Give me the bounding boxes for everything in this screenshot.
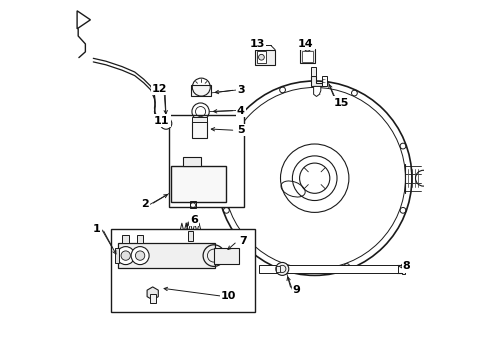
Bar: [188, 231, 192, 241]
Text: 9: 9: [292, 285, 300, 295]
Bar: [258, 265, 397, 273]
Bar: [276, 266, 279, 272]
Bar: [300, 49, 314, 63]
Polygon shape: [77, 11, 90, 29]
Bar: [168, 115, 244, 207]
Bar: [149, 294, 155, 303]
Circle shape: [275, 262, 288, 275]
Bar: [213, 248, 239, 264]
Bar: [301, 51, 313, 62]
Bar: [122, 235, 128, 243]
Bar: [191, 117, 207, 122]
Bar: [118, 243, 215, 268]
Text: 13: 13: [249, 39, 264, 49]
Circle shape: [160, 118, 171, 129]
Text: 11: 11: [154, 116, 169, 126]
Text: 3: 3: [237, 85, 244, 95]
Bar: [401, 264, 404, 274]
Text: 4: 4: [237, 105, 244, 116]
Text: c: c: [321, 78, 325, 84]
Text: 2: 2: [142, 199, 149, 210]
Bar: [190, 201, 196, 208]
Text: 10: 10: [220, 291, 236, 301]
Text: 6: 6: [190, 215, 198, 225]
Bar: [191, 85, 211, 96]
Text: 15: 15: [333, 98, 348, 108]
Circle shape: [258, 54, 264, 60]
Text: 5: 5: [237, 125, 244, 135]
Bar: [255, 50, 275, 65]
Text: 14: 14: [297, 39, 313, 49]
Polygon shape: [310, 67, 315, 76]
Circle shape: [121, 251, 130, 260]
Bar: [183, 157, 200, 166]
Bar: [115, 248, 119, 263]
Circle shape: [304, 45, 310, 51]
Text: 7: 7: [238, 236, 246, 246]
Bar: [257, 51, 265, 63]
Circle shape: [131, 247, 149, 265]
Text: 12: 12: [151, 84, 167, 94]
Polygon shape: [313, 86, 320, 96]
Circle shape: [117, 247, 134, 265]
Text: 8: 8: [402, 261, 409, 271]
Circle shape: [135, 251, 144, 260]
Polygon shape: [321, 76, 326, 86]
Text: 1: 1: [93, 224, 101, 234]
Bar: [136, 235, 142, 243]
Bar: [170, 166, 226, 202]
Polygon shape: [147, 287, 158, 300]
Polygon shape: [310, 76, 321, 86]
Bar: [110, 229, 254, 312]
Bar: [192, 121, 206, 138]
